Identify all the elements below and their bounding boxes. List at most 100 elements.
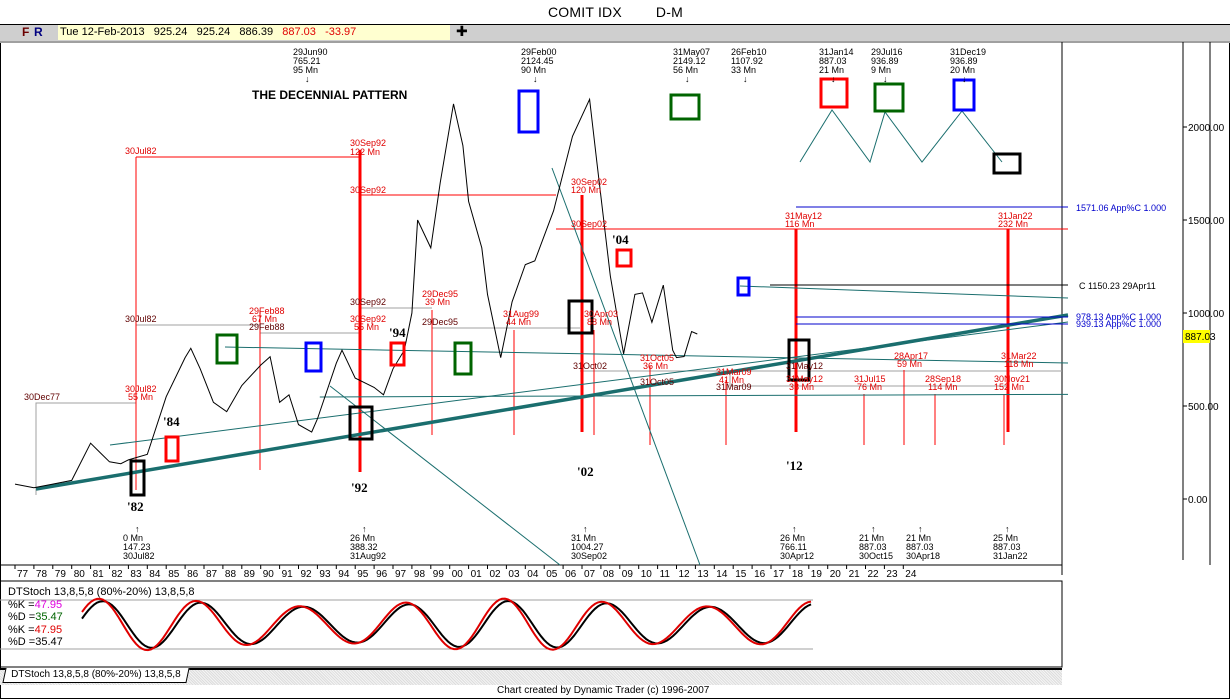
svg-text:41 Mn: 41 Mn (719, 375, 744, 385)
last-price-badge (1183, 330, 1210, 343)
svg-text:76 Mn: 76 Mn (857, 382, 882, 392)
svg-text:30Jul82: 30Jul82 (123, 551, 155, 561)
svg-text:81: 81 (93, 569, 105, 580)
svg-text:↓: ↓ (685, 74, 690, 84)
svg-text:766.11: 766.11 (780, 542, 807, 552)
svg-text:30Sep92: 30Sep92 (350, 297, 386, 307)
svg-text:30Sep92: 30Sep92 (350, 314, 386, 324)
svg-text:30Jul82: 30Jul82 (125, 384, 157, 394)
svg-text:79: 79 (55, 569, 67, 580)
svg-text:18: 18 (792, 569, 804, 580)
svg-text:26 Mn: 26 Mn (350, 533, 375, 543)
symbol-name: COMIT IDX (548, 4, 622, 20)
svg-text:30Sep92: 30Sep92 (350, 185, 386, 195)
svg-text:29Feb88: 29Feb88 (249, 306, 285, 316)
tab-dtstoch[interactable]: DTStoch 13,8,5,8 (80%-20%) 13,8,5,8 (2, 668, 190, 683)
quote-low: 886.39 (239, 26, 274, 38)
svg-text:↓: ↓ (831, 74, 836, 84)
f-button[interactable]: F (22, 25, 30, 39)
svg-text:17: 17 (773, 569, 785, 580)
svg-text:31Jan14: 31Jan14 (819, 47, 854, 57)
title-bar: COMIT IDX D-M (0, 0, 1230, 25)
stoch-k-line (81, 597, 812, 652)
svg-text:29Feb00: 29Feb00 (521, 47, 557, 57)
stoch-k2-value: 47.95 (34, 623, 63, 636)
svg-text:78: 78 (36, 569, 48, 580)
svg-text:21 Mn: 21 Mn (859, 533, 884, 543)
svg-text:04: 04 (527, 569, 539, 580)
svg-text:56 Mn: 56 Mn (673, 65, 698, 75)
crosshair-add-icon[interactable]: ✚ (456, 24, 468, 40)
svg-text:31 Mn: 31 Mn (571, 533, 596, 543)
svg-text:31May12: 31May12 (786, 361, 823, 371)
svg-text:11: 11 (660, 569, 671, 580)
svg-text:16: 16 (754, 569, 766, 580)
svg-text:36 Mn: 36 Mn (643, 361, 668, 371)
svg-text:59 Mn: 59 Mn (897, 359, 922, 369)
svg-text:30Nov21: 30Nov21 (994, 374, 1030, 384)
x-axis: 77 78 79 80 81 82 83 84 85 86 87 88 89 90 91 92 93 94 95 96… (14, 565, 917, 580)
svg-text:31Oct05: 31Oct05 (640, 377, 674, 387)
svg-text:↑: ↑ (135, 524, 140, 534)
svg-text:'12: '12 (786, 458, 803, 473)
svg-text:55 Mn: 55 Mn (128, 392, 153, 402)
svg-text:↓: ↓ (305, 74, 310, 84)
svg-text:88 Mn: 88 Mn (587, 317, 612, 327)
svg-text:2124.45: 2124.45 (521, 56, 554, 66)
svg-text:232 Mn: 232 Mn (998, 219, 1028, 229)
svg-text:30Jul82: 30Jul82 (125, 314, 157, 324)
svg-text:887.03: 887.03 (993, 542, 1021, 552)
svg-text:936.89: 936.89 (950, 56, 978, 66)
svg-text:↓: ↓ (533, 74, 538, 84)
svg-text:95: 95 (357, 569, 369, 580)
stoch-d1-value: 35.47 (35, 611, 63, 623)
svg-text:120 Mn: 120 Mn (571, 185, 601, 195)
stoch-legend: DTStoch 13,8,5,8 (80%-20%) 13,8,5,8 %K =… (8, 586, 195, 648)
svg-text:31Aug99: 31Aug99 (503, 309, 539, 319)
svg-text:22: 22 (868, 569, 880, 580)
svg-text:07: 07 (584, 569, 596, 580)
svg-text:2000.00: 2000.00 (1188, 123, 1225, 134)
svg-text:91: 91 (282, 569, 294, 580)
svg-text:23: 23 (886, 569, 898, 580)
svg-text:'92: '92 (351, 480, 368, 495)
quote-high: 925.24 (196, 26, 231, 38)
svg-text:939.13 App%C 1.000: 939.13 App%C 1.000 (1076, 319, 1161, 329)
chart-subtitle: THE DECENNIAL PATTERN (252, 88, 407, 102)
svg-text:↑: ↑ (362, 524, 367, 534)
svg-text:388.32: 388.32 (350, 542, 378, 552)
svg-text:01: 01 (471, 569, 483, 580)
svg-text:31Mar09: 31Mar09 (716, 382, 752, 392)
svg-text:1107.92: 1107.92 (731, 56, 763, 66)
svg-text:29Dec95: 29Dec95 (422, 289, 458, 299)
svg-text:31Aug92: 31Aug92 (350, 551, 386, 561)
r-button[interactable]: R (34, 25, 43, 39)
quote-open: 925.24 (153, 26, 188, 38)
svg-text:89: 89 (244, 569, 256, 580)
svg-text:77: 77 (17, 569, 29, 580)
svg-text:1000.00: 1000.00 (1188, 309, 1225, 320)
svg-text:29Feb88: 29Feb88 (249, 322, 285, 332)
svg-text:55 Mn: 55 Mn (354, 322, 379, 332)
svg-text:29Dec95: 29Dec95 (422, 317, 458, 327)
stoch-k1-value: 47.95 (34, 598, 63, 611)
svg-text:30Sep02: 30Sep02 (571, 177, 607, 187)
svg-text:29Jun90: 29Jun90 (293, 47, 328, 57)
svg-text:31May07: 31May07 (673, 47, 710, 57)
svg-text:33 Mn: 33 Mn (731, 65, 756, 75)
svg-text:94: 94 (338, 569, 350, 580)
chart-title: COMIT IDX D-M (548, 4, 683, 20)
svg-text:↑: ↑ (1005, 524, 1010, 534)
svg-text:'02: '02 (577, 464, 594, 479)
svg-text:31Dec19: 31Dec19 (950, 47, 986, 57)
svg-text:500.00: 500.00 (1188, 402, 1219, 413)
svg-text:0 Mn: 0 Mn (123, 533, 143, 543)
svg-text:936.89: 936.89 (871, 56, 899, 66)
svg-text:31Mar09: 31Mar09 (716, 367, 752, 377)
svg-text:31Jan22: 31Jan22 (993, 551, 1028, 561)
svg-text:30Jul82: 30Jul82 (125, 146, 157, 156)
stoch-title: DTStoch 13,8,5,8 (80%-20%) 13,8,5,8 (8, 586, 195, 598)
